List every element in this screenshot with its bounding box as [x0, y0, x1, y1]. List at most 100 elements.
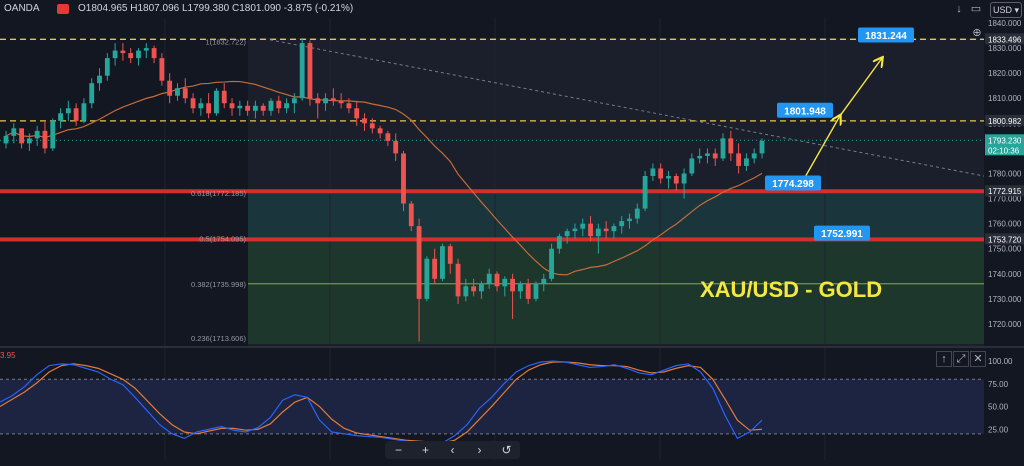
candle [455, 258, 461, 304]
candle [580, 218, 586, 237]
candle-body [315, 98, 321, 104]
candle [697, 148, 703, 164]
currency-selector[interactable]: USD ▾ [990, 2, 1022, 18]
down-arrow-icon[interactable]: ↓ [956, 3, 962, 15]
candle-body [214, 90, 219, 114]
candle-body [751, 153, 757, 159]
fib-level-label: 0.5(1754.095) [199, 234, 246, 243]
price-badge-text: 1793.230 [988, 136, 1022, 145]
candle-body [190, 98, 196, 109]
candle-body [221, 90, 227, 104]
candle [603, 221, 609, 239]
candle-body [401, 153, 406, 204]
candle-body [393, 140, 399, 154]
candle [588, 216, 593, 242]
price-badge-box [985, 185, 1024, 197]
support-band-1753 [0, 237, 984, 242]
settings-icon[interactable]: ⊕ [972, 27, 982, 39]
price-badge-text: 1772.915 [988, 187, 1022, 196]
candle [666, 170, 671, 189]
window-icon[interactable]: ▭ [970, 3, 982, 15]
candle-body [471, 286, 477, 292]
candle-body [533, 283, 539, 299]
candle-body [11, 128, 17, 136]
candle [401, 150, 406, 212]
plus-icon[interactable]: + [421, 443, 429, 457]
reset-icon[interactable]: ↺ [501, 443, 512, 457]
stoch-d-line [0, 361, 763, 444]
candle-body [89, 83, 95, 104]
candle [167, 73, 173, 104]
candle-body [502, 278, 508, 287]
candle [517, 281, 523, 299]
candle [104, 53, 110, 81]
candle [34, 125, 40, 146]
oscillator-close-icon[interactable]: ✕ [970, 351, 986, 367]
candle [58, 108, 63, 129]
support-band-1772 [0, 189, 984, 194]
candle [330, 88, 336, 106]
candle [81, 98, 87, 124]
candle [720, 133, 726, 161]
candle [627, 213, 632, 229]
candle-body [580, 223, 586, 229]
candle-body [705, 153, 710, 156]
candle-body [206, 103, 212, 114]
price-tick-label: 1720.000 [988, 320, 1022, 329]
price-callout-box [777, 102, 833, 118]
candle [136, 48, 141, 66]
candle [471, 278, 477, 297]
chevron-left-icon[interactable]: ‹ [450, 443, 455, 457]
candle [245, 100, 251, 116]
candle-body [245, 105, 251, 111]
candle [112, 43, 118, 66]
stoch-tick-label: 50.00 [988, 403, 1009, 412]
candle-body [268, 100, 274, 111]
candle [572, 223, 578, 239]
candle-body [611, 226, 617, 232]
candle-body [642, 175, 648, 209]
candle-body [689, 158, 695, 174]
candle [463, 278, 469, 302]
symbol-label[interactable]: OANDA [4, 3, 40, 14]
candle-body [369, 123, 375, 129]
candle-body [299, 43, 305, 99]
minus-icon[interactable]: − [394, 443, 402, 457]
candle [159, 53, 165, 86]
candle-body [564, 231, 570, 237]
stoch-tick-label: 100.00 [988, 357, 1013, 366]
candle [151, 45, 157, 64]
price-callout-text: 1774.298 [772, 179, 814, 190]
candle [120, 43, 126, 61]
candle-body [432, 258, 438, 279]
price-badge-text: 02:10:36 [988, 146, 1020, 155]
candle [50, 118, 56, 151]
candle-body [697, 155, 703, 159]
candle [73, 103, 79, 126]
candle-body [525, 283, 531, 299]
lines-layer [0, 38, 985, 285]
chevron-down-icon: ▾ [1014, 5, 1020, 15]
candle-body [377, 128, 383, 134]
candle [712, 148, 718, 166]
candle-body [120, 50, 126, 54]
candle-body [603, 228, 609, 232]
candle-body [276, 100, 282, 109]
stoch-tick-label: 75.00 [988, 380, 1009, 389]
price-tick-label: 1830.000 [988, 44, 1022, 53]
maximize-icon[interactable]: ⤢ [953, 351, 969, 367]
candle [424, 256, 430, 302]
candle-body [549, 248, 554, 279]
candle [377, 125, 383, 139]
candle-body [541, 278, 547, 284]
candle-body [58, 113, 63, 121]
fib-zones [248, 193, 984, 344]
candle-body [556, 236, 562, 249]
candle [42, 120, 48, 154]
candle-body [143, 48, 149, 51]
fib-level-label: 0.382(1735.998) [191, 280, 247, 289]
price-badge-text: 1800.982 [988, 117, 1022, 126]
candle-body [743, 158, 749, 166]
chevron-right-icon[interactable]: › [477, 443, 482, 457]
arrow-up-icon[interactable]: ↑ [936, 351, 952, 367]
